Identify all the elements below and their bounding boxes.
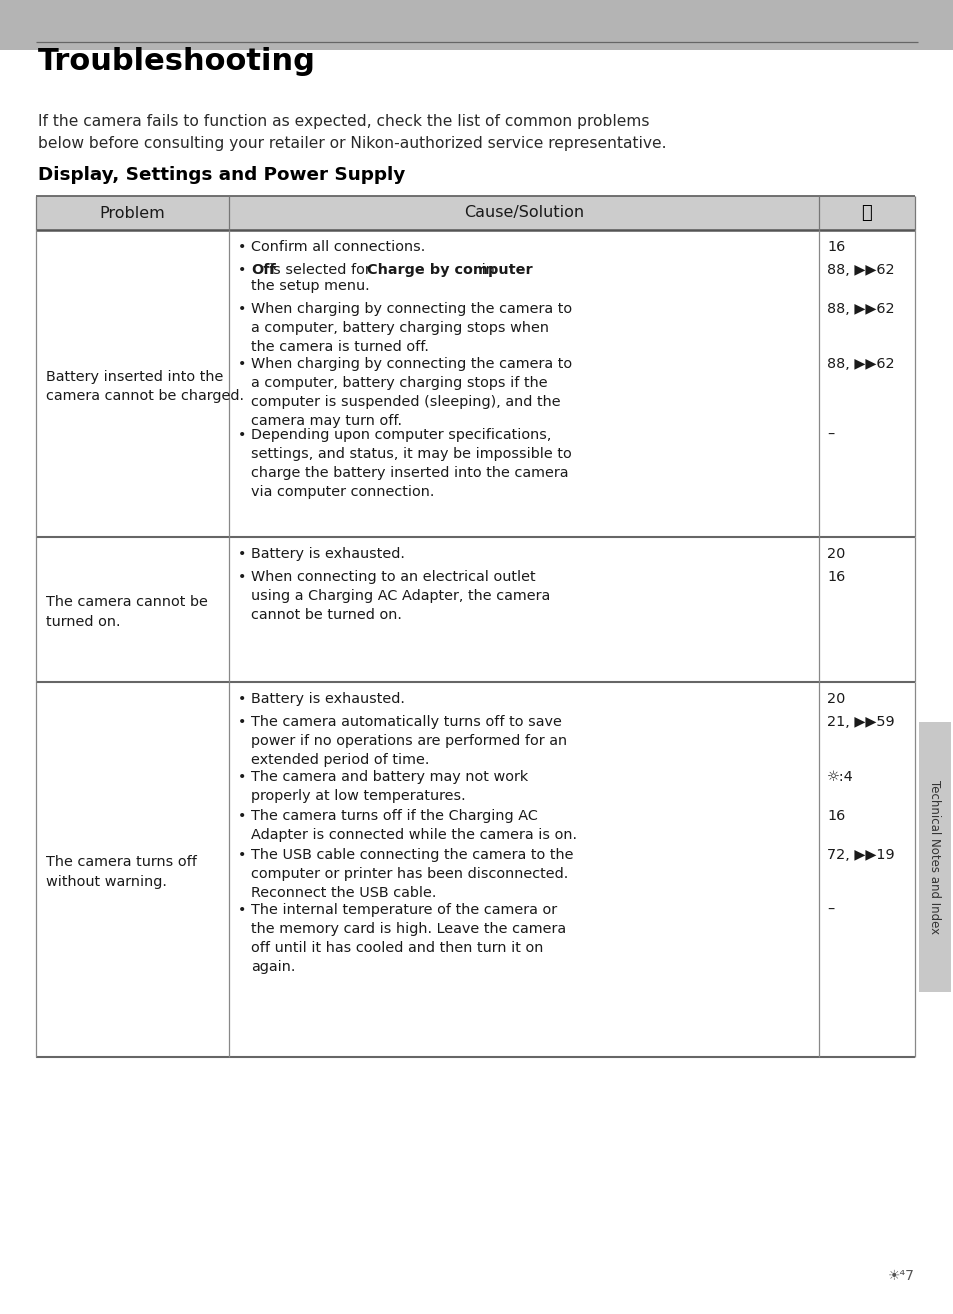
Text: •: • bbox=[237, 809, 246, 823]
Text: The camera turns off
without warning.: The camera turns off without warning. bbox=[46, 855, 196, 890]
Text: –: – bbox=[826, 903, 833, 917]
Text: •: • bbox=[237, 848, 246, 862]
Bar bbox=[36, 537, 914, 682]
Text: the setup menu.: the setup menu. bbox=[251, 279, 369, 293]
Text: –: – bbox=[826, 428, 833, 442]
Text: Battery inserted into the
camera cannot be charged.: Battery inserted into the camera cannot … bbox=[46, 369, 244, 403]
Text: The camera cannot be
turned on.: The camera cannot be turned on. bbox=[46, 595, 208, 629]
Bar bbox=[918, 721, 950, 992]
Text: 16: 16 bbox=[826, 570, 844, 583]
Text: Display, Settings and Power Supply: Display, Settings and Power Supply bbox=[38, 166, 405, 184]
Text: 20: 20 bbox=[826, 547, 844, 561]
Text: 16: 16 bbox=[826, 809, 844, 823]
Text: •: • bbox=[237, 692, 246, 706]
Text: below before consulting your retailer or Nikon-authorized service representative: below before consulting your retailer or… bbox=[38, 137, 666, 151]
Text: Depending upon computer specifications,
settings, and status, it may be impossib: Depending upon computer specifications, … bbox=[251, 428, 571, 499]
Bar bbox=[0, 0, 953, 50]
Bar bbox=[36, 230, 914, 537]
Text: Confirm all connections.: Confirm all connections. bbox=[251, 240, 425, 254]
Text: The camera turns off if the Charging AC
Adapter is connected while the camera is: The camera turns off if the Charging AC … bbox=[251, 809, 577, 842]
Text: •: • bbox=[237, 903, 246, 917]
Text: in: in bbox=[476, 263, 494, 277]
Text: 88, ▶▶62: 88, ▶▶62 bbox=[826, 357, 894, 371]
Text: 16: 16 bbox=[826, 240, 844, 254]
Text: ☼:4: ☼:4 bbox=[826, 770, 853, 784]
Text: Problem: Problem bbox=[99, 205, 165, 221]
Text: The internal temperature of the camera or
the memory card is high. Leave the cam: The internal temperature of the camera o… bbox=[251, 903, 565, 974]
Text: Troubleshooting: Troubleshooting bbox=[38, 47, 315, 76]
Text: •: • bbox=[237, 357, 246, 371]
Text: Off: Off bbox=[251, 263, 275, 277]
Bar bbox=[36, 196, 914, 230]
Text: 20: 20 bbox=[826, 692, 844, 706]
Text: When connecting to an electrical outlet
using a Charging AC Adapter, the camera
: When connecting to an electrical outlet … bbox=[251, 570, 550, 622]
Text: When charging by connecting the camera to
a computer, battery charging stops whe: When charging by connecting the camera t… bbox=[251, 302, 572, 353]
Text: •: • bbox=[237, 715, 246, 729]
Text: •: • bbox=[237, 263, 246, 277]
Text: is selected for: is selected for bbox=[269, 263, 375, 277]
Text: •: • bbox=[237, 240, 246, 254]
Text: ☀⁴7: ☀⁴7 bbox=[887, 1269, 914, 1282]
Text: •: • bbox=[237, 302, 246, 315]
Text: 88, ▶▶62: 88, ▶▶62 bbox=[826, 263, 894, 277]
Text: Cause/Solution: Cause/Solution bbox=[463, 205, 583, 221]
Text: 88, ▶▶62: 88, ▶▶62 bbox=[826, 302, 894, 315]
Text: Battery is exhausted.: Battery is exhausted. bbox=[251, 692, 404, 706]
Text: 21, ▶▶59: 21, ▶▶59 bbox=[826, 715, 894, 729]
Text: If the camera fails to function as expected, check the list of common problems: If the camera fails to function as expec… bbox=[38, 114, 649, 129]
Bar bbox=[36, 682, 914, 1056]
Text: Battery is exhausted.: Battery is exhausted. bbox=[251, 547, 404, 561]
Text: The camera and battery may not work
properly at low temperatures.: The camera and battery may not work prop… bbox=[251, 770, 528, 803]
Text: Technical Notes and Index: Technical Notes and Index bbox=[927, 781, 941, 934]
Text: Charge by computer: Charge by computer bbox=[367, 263, 532, 277]
Text: •: • bbox=[237, 570, 246, 583]
Text: 72, ▶▶19: 72, ▶▶19 bbox=[826, 848, 894, 862]
Text: When charging by connecting the camera to
a computer, battery charging stops if : When charging by connecting the camera t… bbox=[251, 357, 572, 428]
Text: 📖: 📖 bbox=[861, 204, 871, 222]
Text: The USB cable connecting the camera to the
computer or printer has been disconne: The USB cable connecting the camera to t… bbox=[251, 848, 573, 900]
Text: •: • bbox=[237, 428, 246, 442]
Text: •: • bbox=[237, 547, 246, 561]
Text: The camera automatically turns off to save
power if no operations are performed : The camera automatically turns off to sa… bbox=[251, 715, 566, 767]
Text: •: • bbox=[237, 770, 246, 784]
